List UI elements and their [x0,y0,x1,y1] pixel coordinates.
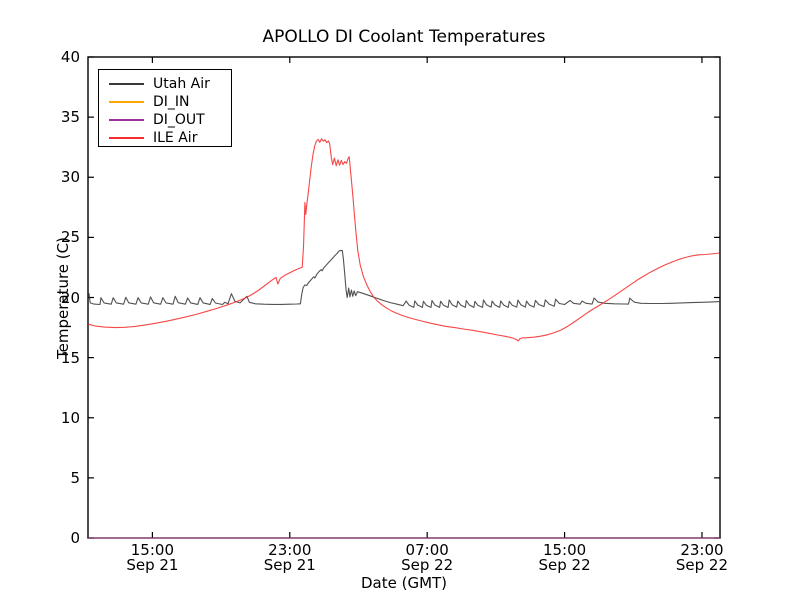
x-tick-time: 23:00 [680,541,724,559]
legend-row: ILE Air [99,129,231,147]
x-tick-label: 23:00 Sep 22 [654,543,750,573]
legend-label: Utah Air [153,76,210,92]
legend-line-swatch [109,101,144,103]
y-tick-label: 15 [60,348,80,367]
y-tick-label: 35 [60,108,80,127]
y-tick-label: 25 [60,228,80,247]
x-tick-date: Sep 21 [263,556,316,574]
x-tick-label: 15:00 Sep 22 [517,543,613,573]
x-tick-label: 07:00 Sep 22 [379,543,475,573]
chart-title: APOLLO DI Coolant Temperatures [262,27,546,47]
x-tick-time: 07:00 [405,541,449,559]
x-tick-date: Sep 22 [401,556,454,574]
legend-row: DI_IN [99,93,231,111]
legend-row: Utah Air [99,75,231,93]
x-tick-time: 23:00 [268,541,312,559]
x-tick-date: Sep 22 [538,556,591,574]
legend-line-swatch [109,83,144,85]
y-tick-label: 20 [60,288,80,307]
x-tick-time: 15:00 [130,541,174,559]
y-tick-label: 0 [70,529,80,547]
legend-row: DI_OUT [99,111,231,129]
x-axis-label: Date (GMT) [360,574,448,592]
x-tick-date: Sep 21 [126,556,179,574]
x-tick-label: 23:00 Sep 21 [242,543,338,573]
x-tick-label: 15:00 Sep 21 [104,543,200,573]
series-line-utah-air [88,249,720,308]
x-tick-time: 15:00 [542,541,587,559]
legend-line-swatch [109,119,144,121]
legend-label: ILE Air [153,130,198,146]
legend-label: DI_IN [153,94,190,110]
y-tick-label: 5 [70,468,80,487]
y-tick-label: 40 [60,48,80,66]
y-tick-label: 10 [60,408,80,427]
y-tick-label: 30 [60,168,80,187]
series-line-ile-air [88,138,720,342]
legend: Utah Air DI_IN DI_OUT ILE Air [98,69,232,147]
x-tick-date: Sep 22 [675,556,729,574]
legend-label: DI_OUT [153,112,205,128]
legend-line-swatch [109,137,144,139]
